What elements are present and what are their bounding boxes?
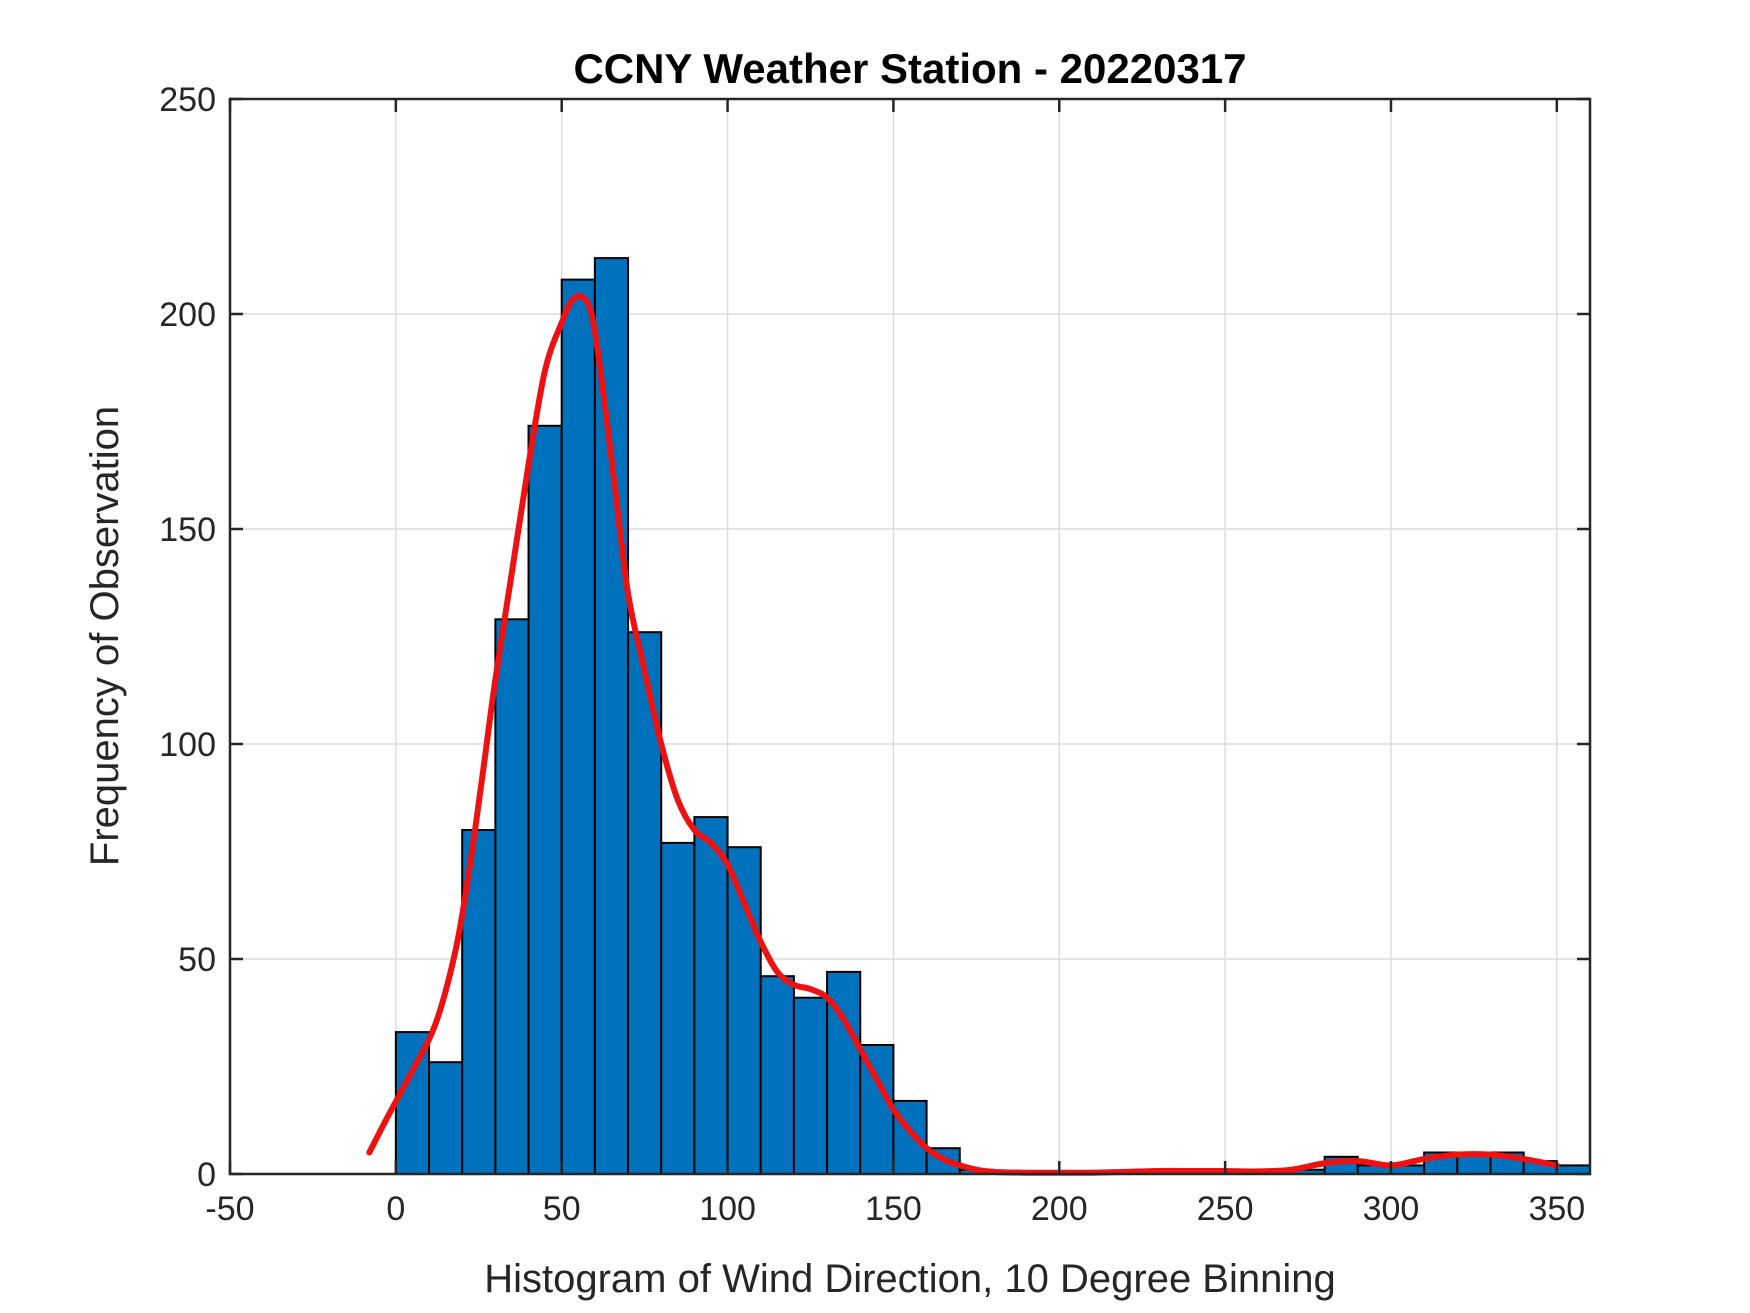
- histogram-bar: [560, 278, 596, 1176]
- x-tick-label: -50: [205, 1190, 254, 1228]
- histogram-bars: [394, 257, 1591, 1176]
- y-axis-ticks: 0 50 100 150 200 250: [159, 81, 1590, 1194]
- histogram-bar: [792, 996, 829, 1176]
- axes-frame: [228, 97, 1592, 1176]
- histogram-bar: [494, 618, 530, 1175]
- x-tick-label: 250: [1197, 1190, 1254, 1228]
- y-tick-label: 150: [159, 511, 216, 549]
- histogram-bar: [693, 816, 729, 1175]
- y-axis-label: Frequency of Observation: [83, 406, 127, 866]
- y-tick-label: 0: [197, 1156, 216, 1194]
- x-tick-label: 150: [865, 1190, 922, 1228]
- histogram-bar: [759, 975, 795, 1176]
- x-tick-label: 200: [1031, 1190, 1088, 1228]
- y-tick-label: 50: [178, 941, 216, 979]
- density-curve-line: [366, 292, 1560, 1176]
- plot-area-background: [230, 99, 1590, 1174]
- histogram-bar: [1555, 1164, 1591, 1176]
- x-tick-label: 300: [1363, 1190, 1420, 1228]
- histogram-bar: [527, 424, 563, 1175]
- histogram-bar: [660, 841, 696, 1176]
- y-tick-label: 250: [159, 81, 216, 119]
- chart-title: CCNY Weather Station - 20220317: [573, 45, 1246, 92]
- histogram-bar: [593, 257, 630, 1176]
- x-axis-label: Histogram of Wind Direction, 10 Degree B…: [484, 1257, 1336, 1301]
- x-tick-label: 100: [699, 1190, 756, 1228]
- x-axis-ticks: -50 0 50 100 150 200 250 300 350: [205, 99, 1585, 1228]
- plot-frame: [228, 97, 1592, 1176]
- x-tick-label: 50: [543, 1190, 581, 1228]
- x-tick-label: 350: [1528, 1190, 1585, 1228]
- histogram-bar: [428, 1061, 464, 1175]
- density-curve-group: [366, 292, 1560, 1176]
- y-tick-label: 200: [159, 296, 216, 334]
- y-tick-label: 100: [159, 726, 216, 764]
- x-tick-label: 0: [386, 1190, 405, 1228]
